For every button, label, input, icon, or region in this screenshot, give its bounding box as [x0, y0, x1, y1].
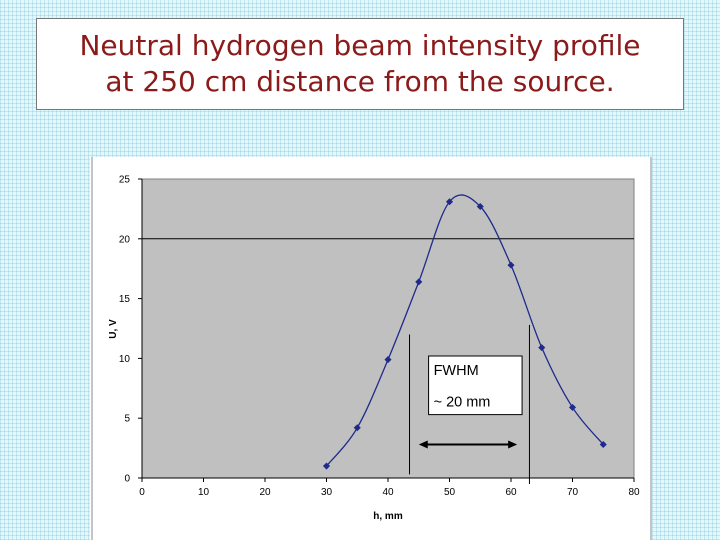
series-1: [322, 194, 607, 470]
series-line: [325, 194, 604, 467]
x-tick-label: 50: [444, 487, 456, 498]
y-axis-label: U, V: [108, 319, 119, 339]
y-tick-label: 5: [124, 414, 130, 425]
y-tick-label: 10: [119, 354, 131, 365]
x-tick-label: 30: [321, 487, 333, 498]
slide-title: Neutral hydrogen beam intensity profile …: [36, 18, 684, 110]
data-point: [322, 462, 331, 470]
x-axis-label: h, mm: [373, 511, 403, 522]
x-tick-label: 0: [139, 487, 145, 498]
title-line-1: Neutral hydrogen beam intensity profile: [79, 29, 641, 62]
data-point: [476, 202, 484, 211]
x-tick-label: 80: [628, 487, 640, 498]
data-point: [384, 356, 392, 364]
x-tick-label: 60: [505, 487, 517, 498]
x-tick-label: 40: [382, 487, 394, 498]
plot-area: [141, 178, 635, 479]
data-point: [599, 440, 607, 449]
axes: 0 5 10 15 20 25 0 10 20 30 40 50 60 70 80: [119, 175, 640, 499]
data-point: [445, 198, 454, 206]
x-tick-label: 20: [259, 487, 271, 498]
x-tick-label: 70: [567, 487, 579, 498]
fwhm-label-box: [428, 355, 523, 416]
data-point: [538, 344, 546, 352]
fwhm-arrow-head-right: [508, 440, 518, 449]
data-point: [568, 403, 577, 411]
fwhm-value: ~ 20 mm: [434, 395, 491, 411]
y-tick-label: 0: [124, 474, 130, 485]
title-line-2: at 250 cm distance from the source.: [105, 65, 615, 98]
fwhm-label: FWHM: [434, 363, 479, 379]
data-point: [353, 424, 361, 432]
y-tick-label: 15: [119, 294, 131, 305]
y-tick-label: 20: [119, 234, 131, 245]
x-tick-label: 10: [198, 487, 210, 498]
data-point: [415, 278, 423, 286]
fwhm-arrow-head-left: [418, 440, 428, 449]
data-point: [507, 261, 515, 269]
fwhm-annotation: FWHM ~ 20 mm: [409, 324, 530, 484]
y-tick-label: 25: [119, 175, 131, 186]
